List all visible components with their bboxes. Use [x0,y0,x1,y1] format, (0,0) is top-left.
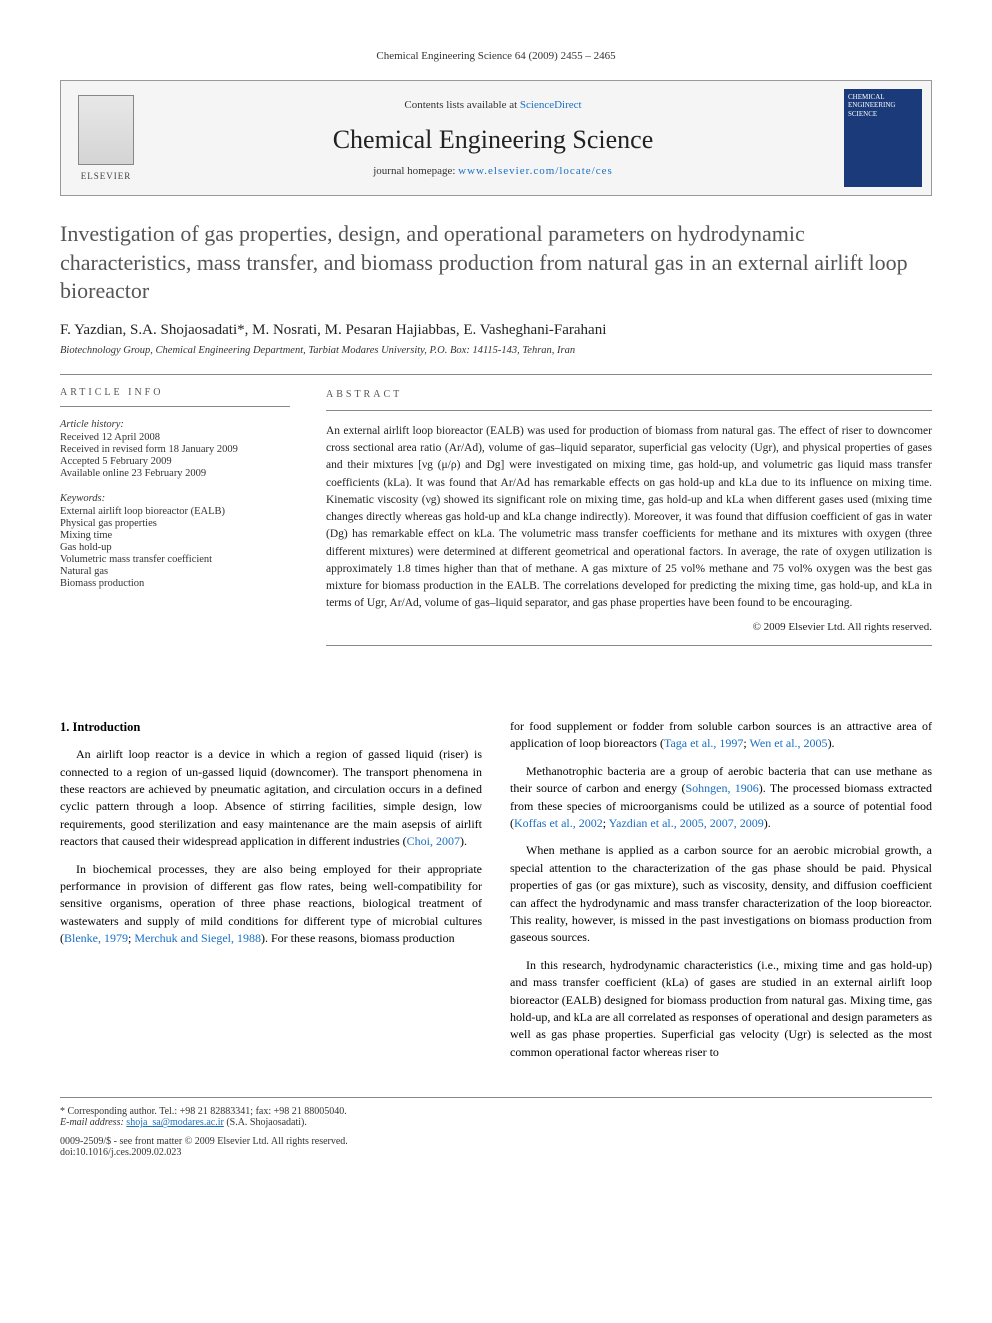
publisher-block: ELSEVIER [61,81,151,195]
article-info-block: ARTICLE INFO Article history: Received 1… [60,387,290,658]
journal-cover-icon: CHEMICAL ENGINEERING SCIENCE [844,89,922,187]
footer-left: 0009-2509/$ - see front matter © 2009 El… [60,1136,348,1158]
body-paragraph: for food supplement or fodder from solub… [510,718,932,753]
homepage-prefix: journal homepage: [373,165,458,177]
history-item: Received 12 April 2008 [60,432,290,443]
publisher-label: ELSEVIER [81,171,132,181]
footnotes-block: * Corresponding author. Tel.: +98 21 828… [60,1097,932,1128]
article-title: Investigation of gas properties, design,… [60,220,932,306]
history-item: Available online 23 February 2009 [60,468,290,479]
keyword: Gas hold-up [60,542,290,553]
keyword: Mixing time [60,530,290,541]
banner-center: Contents lists available at ScienceDirec… [151,81,835,195]
email-suffix: (S.A. Shojaosadati). [226,1117,307,1128]
email-label: E-mail address: [60,1117,124,1128]
keywords-title: Keywords: [60,493,290,504]
corresponding-email-link[interactable]: shoja_sa@modares.ac.ir [126,1117,224,1128]
body-paragraph: In this research, hydrodynamic character… [510,957,932,1061]
footer-bar: 0009-2509/$ - see front matter © 2009 El… [60,1136,932,1158]
keyword: Physical gas properties [60,518,290,529]
meta-row: ARTICLE INFO Article history: Received 1… [60,387,932,658]
keyword: Biomass production [60,578,290,589]
journal-homepage-line: journal homepage: www.elsevier.com/locat… [373,165,613,177]
cover-thumbnail-block: CHEMICAL ENGINEERING SCIENCE [835,81,931,195]
divider-abstract-bottom [326,645,932,646]
contents-available-line: Contents lists available at ScienceDirec… [404,99,581,111]
history-title: Article history: [60,419,290,430]
keyword: Natural gas [60,566,290,577]
contents-prefix: Contents lists available at [404,99,519,111]
keyword: External airlift loop bioreactor (EALB) [60,506,290,517]
body-paragraph: An airlift loop reactor is a device in w… [60,746,482,850]
email-line: E-mail address: shoja_sa@modares.ac.ir (… [60,1117,347,1128]
doi-line: doi:10.1016/j.ces.2009.02.023 [60,1147,348,1158]
journal-name: Chemical Engineering Science [333,125,654,155]
affiliation-line: Biotechnology Group, Chemical Engineerin… [60,345,932,356]
running-head: Chemical Engineering Science 64 (2009) 2… [60,50,932,62]
abstract-copyright: © 2009 Elsevier Ltd. All rights reserved… [326,619,932,636]
history-item: Received in revised form 18 January 2009 [60,444,290,455]
body-paragraph: In biochemical processes, they are also … [60,861,482,948]
authors-line: F. Yazdian, S.A. Shojaosadati*, M. Nosra… [60,322,932,339]
elsevier-tree-icon [78,95,134,165]
keyword: Volumetric mass transfer coefficient [60,554,290,565]
history-item: Accepted 5 February 2009 [60,456,290,467]
body-paragraph: Methanotrophic bacteria are a group of a… [510,763,932,833]
body-paragraph: When methane is applied as a carbon sour… [510,842,932,946]
journal-homepage-link[interactable]: www.elsevier.com/locate/ces [458,165,613,177]
journal-banner: ELSEVIER Contents lists available at Sci… [60,80,932,196]
divider-top [60,374,932,375]
divider-abstract [326,410,932,411]
divider-info-1 [60,406,290,407]
abstract-block: ABSTRACT An external airlift loop biorea… [326,387,932,658]
abstract-text: An external airlift loop bioreactor (EAL… [326,423,932,613]
left-column: 1. Introduction An airlift loop reactor … [60,718,482,1071]
abstract-label: ABSTRACT [326,387,932,402]
body-columns: 1. Introduction An airlift loop reactor … [60,718,932,1071]
right-column: for food supplement or fodder from solub… [510,718,932,1071]
article-info-label: ARTICLE INFO [60,387,290,398]
corresponding-author-note: * Corresponding author. Tel.: +98 21 828… [60,1106,347,1117]
intro-heading: 1. Introduction [60,718,482,736]
footnotes-left: * Corresponding author. Tel.: +98 21 828… [60,1106,347,1128]
sciencedirect-link[interactable]: ScienceDirect [520,99,582,111]
issn-line: 0009-2509/$ - see front matter © 2009 El… [60,1136,348,1147]
